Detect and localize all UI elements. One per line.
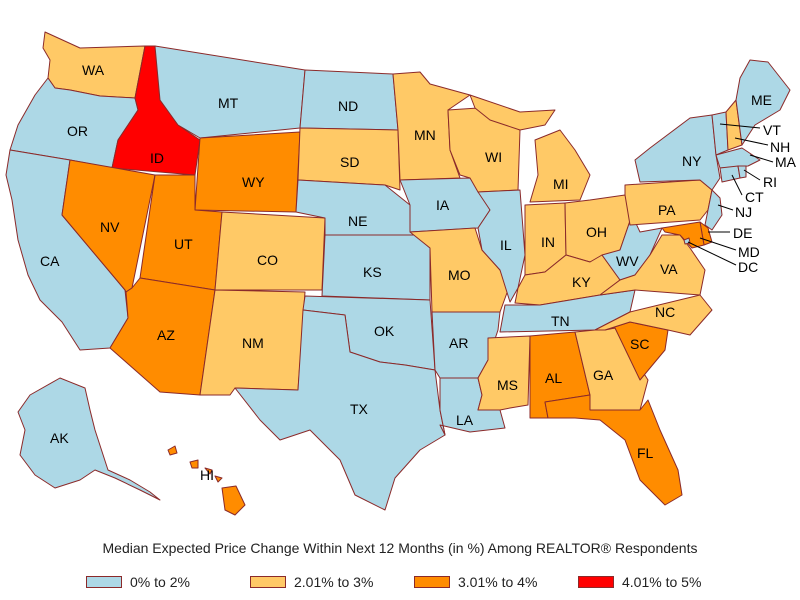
label-tx: TX [350, 401, 369, 417]
state-hi [167, 445, 246, 516]
state-ny [634, 114, 721, 191]
label-wv: WV [616, 253, 639, 269]
state-nj [704, 189, 723, 231]
label-ca: CA [40, 253, 60, 269]
us-map: WA OR CA ID NV MT WY UT AZ CO NM ND SD N… [5, 31, 797, 516]
leader-ri [743, 169, 761, 181]
map-caption: Median Expected Price Change Within Next… [102, 540, 698, 556]
label-ia: IA [436, 197, 450, 213]
label-ut: UT [174, 236, 193, 252]
label-de: DE [733, 225, 752, 241]
label-wy: WY [242, 174, 265, 190]
label-va: VA [660, 261, 678, 277]
legend-item-1: 2.01% to 3% [250, 570, 373, 594]
label-az: AZ [157, 327, 175, 343]
label-pa: PA [658, 202, 676, 218]
label-nd: ND [338, 98, 358, 114]
label-nc: NC [655, 304, 675, 320]
label-dc: DC [738, 259, 758, 275]
label-ar: AR [449, 335, 468, 351]
state-ri [737, 165, 747, 179]
label-al: AL [545, 370, 562, 386]
label-nh: NH [770, 139, 790, 155]
label-sc: SC [630, 336, 649, 352]
state-ks [321, 234, 431, 301]
label-ct: CT [745, 189, 764, 205]
state-tn [499, 289, 636, 333]
legend-label-1: 2.01% to 3% [294, 574, 374, 590]
legend-swatch-0 [86, 576, 122, 588]
state-il [477, 189, 526, 303]
legend-label-3: 4.01% to 5% [622, 574, 702, 590]
label-ma: MA [775, 154, 797, 170]
state-wy [194, 131, 301, 213]
label-co: CO [257, 252, 278, 268]
leader-dc [687, 241, 737, 266]
state-sd [297, 127, 401, 191]
label-me: ME [751, 92, 772, 108]
state-co [214, 211, 326, 291]
leader-vt [719, 123, 761, 129]
label-ne: NE [348, 213, 367, 229]
label-fl: FL [637, 445, 654, 461]
label-md: MD [738, 244, 760, 260]
label-nm: NM [242, 335, 264, 351]
label-nv: NV [100, 219, 120, 235]
legend-swatch-1 [250, 576, 286, 588]
label-sd: SD [340, 154, 359, 170]
label-in: IN [541, 234, 555, 250]
state-ak [17, 377, 161, 501]
label-mt: MT [218, 95, 239, 111]
state-md [661, 221, 705, 249]
legend-swatch-2 [414, 576, 450, 588]
legend-item-0: 0% to 2% [86, 570, 190, 594]
state-labels: WA OR CA ID NV MT WY UT AZ CO NM ND SD N… [40, 62, 797, 483]
label-mo: MO [448, 267, 471, 283]
legend-item-3: 4.01% to 5% [578, 570, 701, 594]
legend-label-2: 3.01% to 4% [458, 574, 538, 590]
label-ok: OK [374, 323, 395, 339]
legend-label-0: 0% to 2% [130, 574, 190, 590]
label-vt: VT [763, 122, 781, 138]
legend-item-2: 3.01% to 4% [414, 570, 537, 594]
state-nc [594, 294, 713, 336]
label-la: LA [456, 412, 474, 428]
label-id: ID [150, 150, 164, 166]
label-ga: GA [593, 367, 614, 383]
label-ks: KS [363, 264, 382, 280]
leader-md [699, 237, 737, 251]
state-va [599, 234, 706, 296]
state-ct [719, 165, 741, 183]
label-oh: OH [586, 224, 607, 240]
label-nj: NJ [735, 204, 752, 220]
label-ny: NY [682, 153, 702, 169]
state-fl [544, 394, 683, 506]
label-ms: MS [497, 377, 518, 393]
label-il: IL [500, 237, 512, 253]
label-wi: WI [485, 149, 502, 165]
label-wa: WA [82, 62, 105, 78]
state-mi [469, 94, 591, 203]
label-ak: AK [50, 430, 69, 446]
label-ri: RI [763, 174, 777, 190]
state-tx [234, 309, 446, 511]
leader-ma [749, 154, 774, 163]
legend: 0% to 2% 2.01% to 3% 3.01% to 4% 4.01% t… [0, 570, 800, 594]
leader-ct [731, 174, 743, 196]
state-ms [477, 335, 531, 411]
label-mn: MN [414, 127, 436, 143]
label-tn: TN [551, 313, 570, 329]
leader-nj [717, 204, 734, 211]
label-mi: MI [553, 176, 569, 192]
label-ky: KY [572, 274, 591, 290]
label-hi: HI [200, 467, 214, 483]
state-me [735, 59, 791, 146]
leader-nh [734, 137, 769, 146]
label-or: OR [67, 123, 88, 139]
state-mt [154, 45, 306, 139]
legend-swatch-3 [578, 576, 614, 588]
state-ma [715, 147, 761, 169]
